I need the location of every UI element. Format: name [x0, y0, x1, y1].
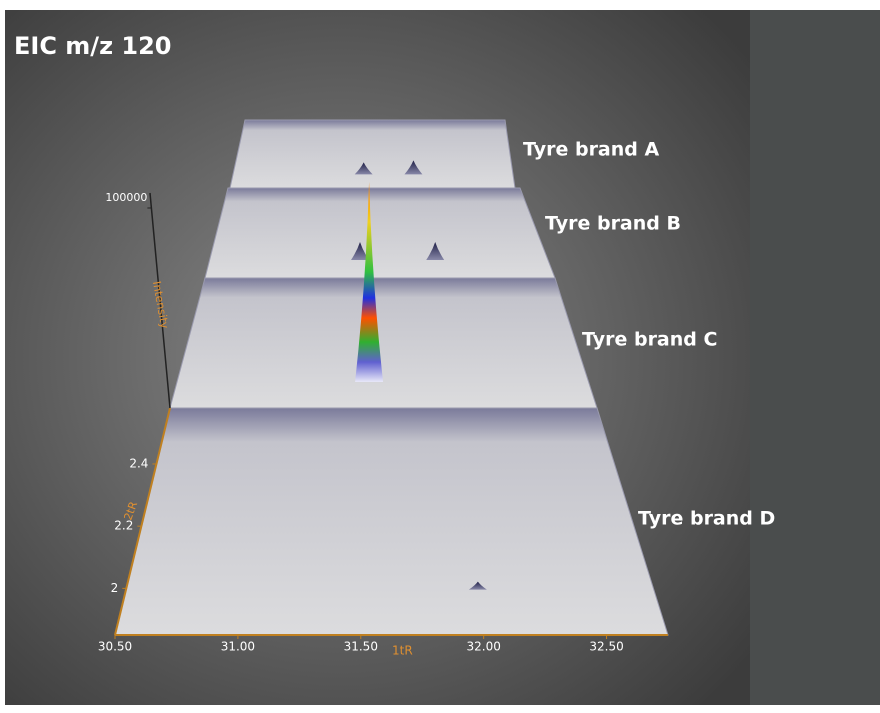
x-axis-label: 1tR	[392, 644, 413, 658]
chart: EIC m/z 120 Tyre brand A Tyre brand B Tyre…	[0, 0, 880, 713]
x-tick-label: 32.50	[589, 640, 623, 654]
x-tick-label: 31.50	[344, 640, 378, 654]
y-tick-label: 2.4	[129, 456, 148, 470]
surface-plane	[230, 120, 515, 188]
legend-label: Tyre brand A	[523, 139, 659, 161]
y-tick-label: 2	[111, 581, 119, 595]
x-tick-label: 32.00	[466, 640, 500, 654]
legend-label: Tyre brand B	[545, 213, 681, 235]
x-tick-label: 30.50	[98, 640, 132, 654]
surface-plane	[205, 188, 555, 278]
surface-plane	[170, 278, 597, 408]
side-panel	[750, 10, 880, 705]
z-tick-label: 100000	[105, 191, 147, 204]
legend-label: Tyre brand C	[582, 329, 717, 351]
chart-title: EIC m/z 120	[14, 32, 172, 60]
legend-label: Tyre brand D	[638, 508, 775, 530]
x-tick-label: 31.00	[221, 640, 255, 654]
surface-plane	[115, 408, 668, 635]
